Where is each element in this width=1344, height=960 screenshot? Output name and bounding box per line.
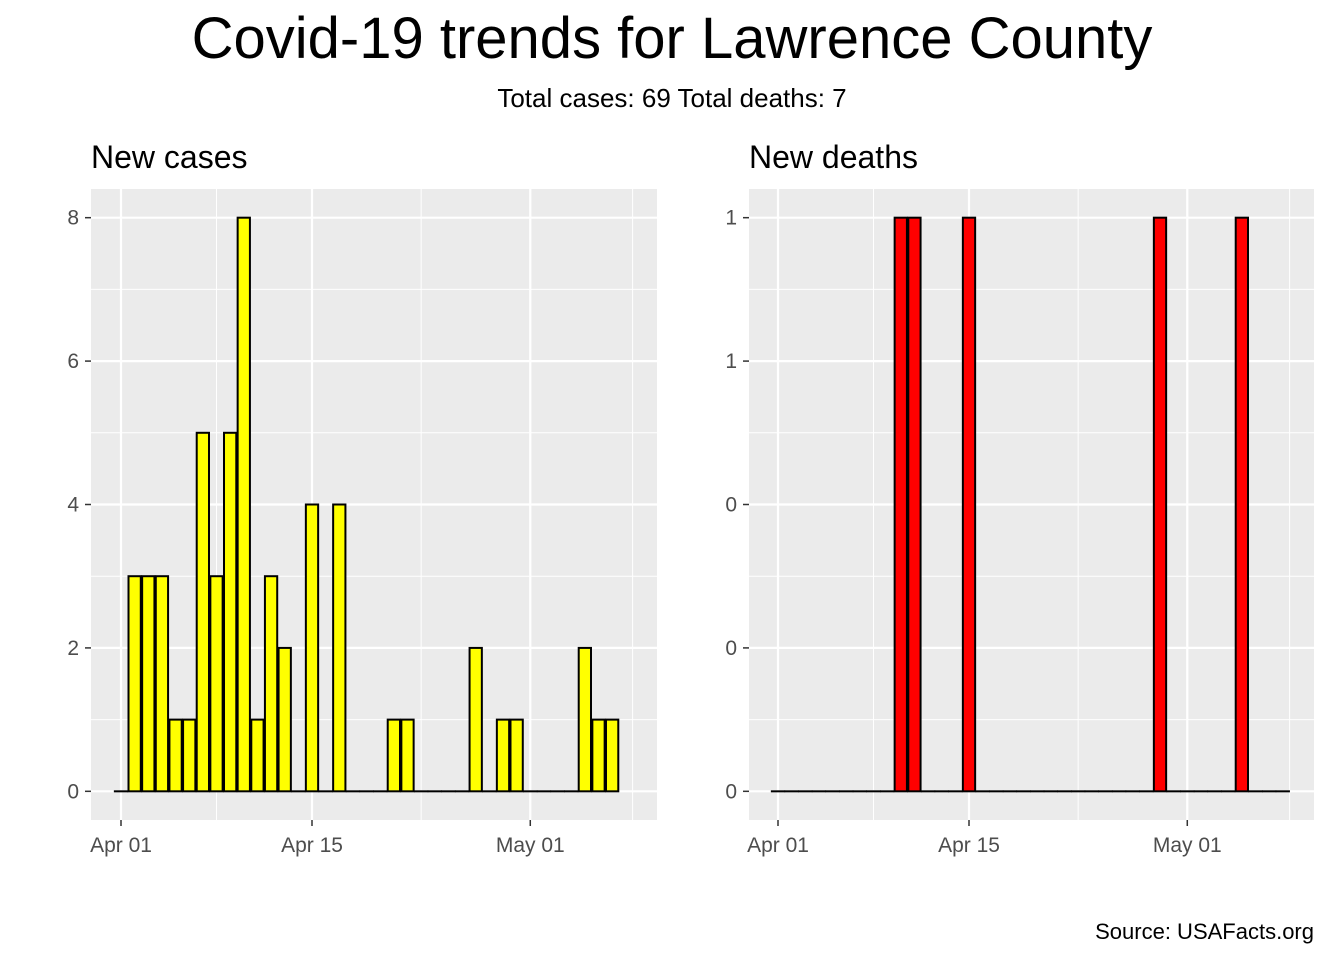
cases-bar [277, 646, 292, 793]
cases-bar [168, 718, 183, 793]
cases-bar [468, 646, 483, 793]
cases-x-tick-label: May 01 [496, 834, 565, 857]
deaths-x-tick-label: Apr 15 [938, 834, 1000, 857]
chart-subtitle: Total cases: 69 Total deaths: 7 [497, 83, 847, 113]
deaths-bar [907, 216, 922, 793]
deaths-x-tick-label: Apr 01 [747, 834, 809, 857]
cases-bar [223, 431, 238, 793]
cases-y-tick-label: 8 [67, 207, 79, 230]
deaths-bar [961, 216, 977, 793]
cases-bar [495, 718, 511, 793]
cases-bar [577, 646, 592, 793]
cases-y-tick-label: 0 [67, 780, 79, 803]
deaths-bar [1234, 216, 1249, 793]
deaths-bar [893, 216, 908, 793]
cases-bar [591, 718, 606, 793]
cases-bar [263, 575, 279, 793]
cases-bar [605, 718, 620, 793]
chart-title: Covid-19 trends for Lawrence County [191, 6, 1153, 71]
cases-bar [304, 503, 320, 793]
cases-bar [154, 575, 170, 793]
cases-bar [209, 575, 224, 793]
deaths-y-tick-label: 0 [725, 637, 737, 660]
cases-chart: 0 2 4 6 8 Apr 01 Apr 15 May 01 [67, 189, 657, 857]
deaths-y-tick-label: 0 [725, 494, 737, 517]
deaths-x-tick-label: May 01 [1153, 834, 1222, 857]
deaths-y-tick-label: 1 [725, 207, 737, 230]
deaths-panel-title: New deaths [749, 139, 918, 175]
deaths-chart: 0 0 0 1 1 Apr 01 Apr 15 May 01 [725, 189, 1314, 857]
cases-x-tick-label: Apr 15 [281, 834, 343, 857]
cases-bar [236, 216, 251, 793]
cases-bar [332, 503, 347, 793]
cases-bar [141, 575, 156, 793]
cases-plot-area: 0 2 4 6 8 Apr 01 Apr 15 May 01 [67, 189, 657, 857]
cases-x-tick-label: Apr 01 [90, 834, 152, 857]
deaths-plot-area: 0 0 0 1 1 Apr 01 Apr 15 May 01 [725, 189, 1314, 857]
deaths-bar [1152, 216, 1168, 793]
cases-panel-title: New cases [91, 139, 248, 175]
cases-bar [509, 718, 524, 793]
cases-y-tick-label: 4 [67, 494, 79, 517]
source-caption: Source: USAFacts.org [1095, 919, 1314, 944]
cases-bar [400, 718, 415, 793]
deaths-y-tick-label: 1 [725, 350, 737, 373]
cases-y-tick-label: 2 [67, 637, 79, 660]
cases-bar [386, 718, 401, 793]
cases-bar [195, 431, 210, 793]
cases-bar [182, 718, 197, 793]
deaths-y-tick-label: 0 [725, 780, 737, 803]
cases-bar [127, 575, 142, 793]
cases-bar [250, 718, 265, 793]
cases-y-tick-label: 6 [67, 350, 79, 373]
